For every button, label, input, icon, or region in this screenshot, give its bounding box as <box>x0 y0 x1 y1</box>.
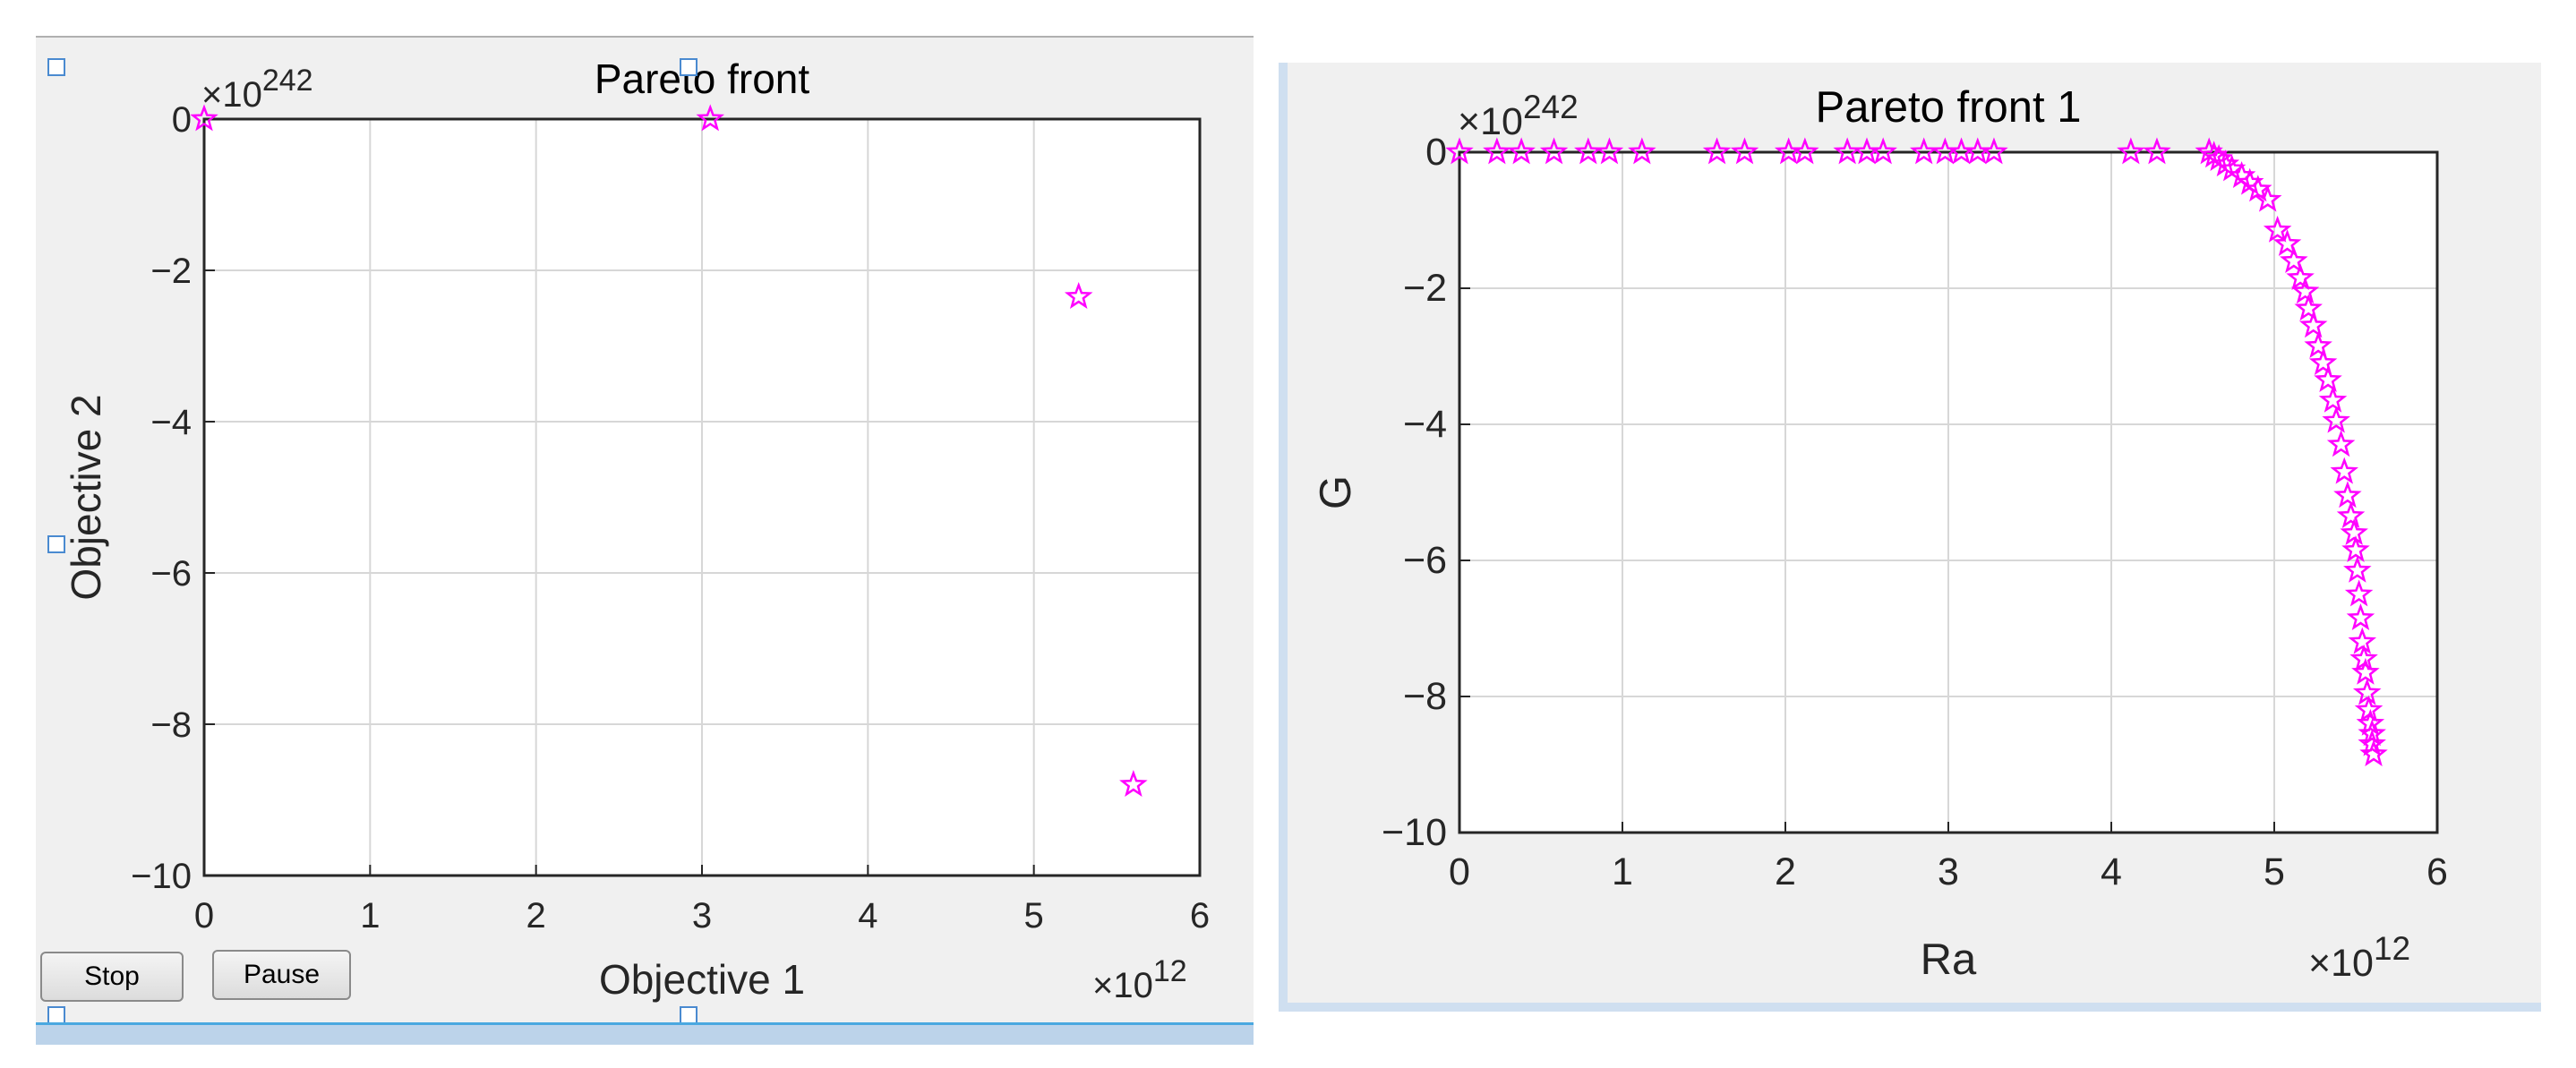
x-tick-label: 3 <box>692 896 712 936</box>
data-point-star <box>2263 215 2292 243</box>
x-tick-label: 0 <box>1449 850 1470 893</box>
data-point-star <box>2348 627 2377 654</box>
data-point-star <box>2341 535 2370 563</box>
x-axis-label: Ra <box>1921 936 1977 984</box>
data-point-star <box>2244 175 2272 202</box>
data-point-star <box>2253 184 2282 212</box>
selection-handle[interactable] <box>680 1006 697 1024</box>
data-point-star <box>1980 137 2008 165</box>
data-point-star <box>2359 739 2388 767</box>
x-tick-label: 6 <box>1190 896 1210 936</box>
data-point-star <box>2280 246 2308 274</box>
data-point-star <box>2330 457 2359 484</box>
y-tick-label: −6 <box>150 554 192 594</box>
selection-handle[interactable] <box>680 58 697 76</box>
right-figure-panel: 0 1 2 3 4 5 6 0 −2 −4 −6 −8 −10 Pareto front 1 Ra G ×102… <box>1279 63 2541 1012</box>
data-point-star <box>2346 603 2375 631</box>
data-point-star <box>1539 137 1569 165</box>
x-tick-label: 2 <box>526 896 546 936</box>
data-point-star <box>1702 137 1732 165</box>
x-tick-label: 1 <box>360 896 380 936</box>
data-point-star <box>1483 137 1511 165</box>
y-exponent-label: ×10242 <box>201 64 313 115</box>
left-frame-strip <box>36 1025 1254 1045</box>
data-point-star <box>2308 348 2338 376</box>
y-tick-label: 0 <box>1425 131 1447 174</box>
chart-title: Pareto front 1 <box>1816 83 2082 132</box>
data-point-star <box>2340 518 2368 546</box>
x-tick-label: 6 <box>2426 850 2448 893</box>
data-point-star <box>2318 385 2348 413</box>
data-point-star <box>1119 770 1148 798</box>
data-point-star <box>2298 311 2328 338</box>
x-tick-label: 4 <box>858 896 877 936</box>
data-point-star <box>1628 137 1656 165</box>
y-axis-label: Objective 2 <box>63 394 109 600</box>
data-point-star <box>2272 229 2302 257</box>
x-tick-label: 3 <box>1938 850 1959 893</box>
data-point-star <box>2336 501 2366 529</box>
y-tick-label: −6 <box>1403 539 1447 582</box>
data-point-star <box>1445 137 1474 165</box>
data-point-star <box>1869 137 1897 165</box>
data-point-star <box>2344 579 2374 607</box>
data-point-star <box>2294 294 2323 321</box>
x-tick-label: 1 <box>1612 850 1633 893</box>
y-axis-label: G <box>1312 475 1360 509</box>
x-exponent-label: ×1012 <box>1092 954 1187 1005</box>
data-point-star <box>2352 678 2382 705</box>
data-point-star <box>2333 481 2362 508</box>
y-tick-label: −8 <box>150 705 192 745</box>
data-point-star <box>2304 331 2332 359</box>
y-tick-label: −8 <box>1403 675 1447 718</box>
data-point-star <box>1791 137 1819 165</box>
data-point-star <box>1595 137 1624 165</box>
y-exponent-power: 242 <box>1523 89 1579 125</box>
data-point-star <box>2286 263 2315 291</box>
x-tick-label: 5 <box>1024 896 1044 936</box>
data-point-star <box>1507 137 1536 165</box>
x-tick-label: 5 <box>2264 850 2285 893</box>
y-tick-label: −10 <box>1382 811 1447 854</box>
y-tick-label: −10 <box>131 857 192 896</box>
data-point-star <box>2143 137 2171 165</box>
data-point-star <box>2358 719 2386 747</box>
pause-button[interactable]: Pause <box>212 950 351 1000</box>
x-exponent-power: 12 <box>2374 930 2410 967</box>
data-point-star <box>2314 365 2342 393</box>
y-tick-label: −4 <box>150 403 192 442</box>
y-tick-label: −2 <box>150 252 192 291</box>
x-axis-label: Objective 1 <box>599 956 805 1003</box>
stop-button[interactable]: Stop <box>40 952 184 1002</box>
data-point-star <box>2117 137 2145 165</box>
y-tick-label: −2 <box>1403 267 1447 310</box>
chart-title: Pareto front <box>595 56 810 102</box>
selection-handle[interactable] <box>47 58 65 76</box>
y-exponent-label: ×10242 <box>1458 89 1579 143</box>
data-point-star <box>2343 555 2372 583</box>
data-point-star <box>1730 137 1759 165</box>
data-point-star <box>2290 277 2320 304</box>
selection-handle[interactable] <box>47 1006 65 1024</box>
y-tick-label: −4 <box>1403 403 1447 446</box>
data-point-star <box>2322 406 2350 433</box>
data-point-star <box>2326 430 2356 457</box>
x-tick-label: 2 <box>1775 850 1796 893</box>
y-exponent-power: 242 <box>262 64 313 98</box>
x-tick-label: 0 <box>194 896 214 936</box>
data-point-star <box>1064 282 1093 309</box>
data-point-star <box>2351 657 2380 685</box>
left-figure-panel: 0 1 2 3 4 5 6 0 −2 −4 −6 −8 −10 Pareto front Objective… <box>36 36 1254 1045</box>
data-point-star <box>190 104 218 132</box>
x-exponent-power: 12 <box>1153 954 1187 988</box>
y-tick-label: 0 <box>172 100 192 140</box>
x-exponent-label: ×1012 <box>2308 930 2410 985</box>
selection-handle[interactable] <box>47 535 65 553</box>
data-point-star <box>696 104 725 132</box>
left-frame-strip-accent <box>36 1022 1254 1025</box>
x-tick-label: 4 <box>2101 850 2122 893</box>
